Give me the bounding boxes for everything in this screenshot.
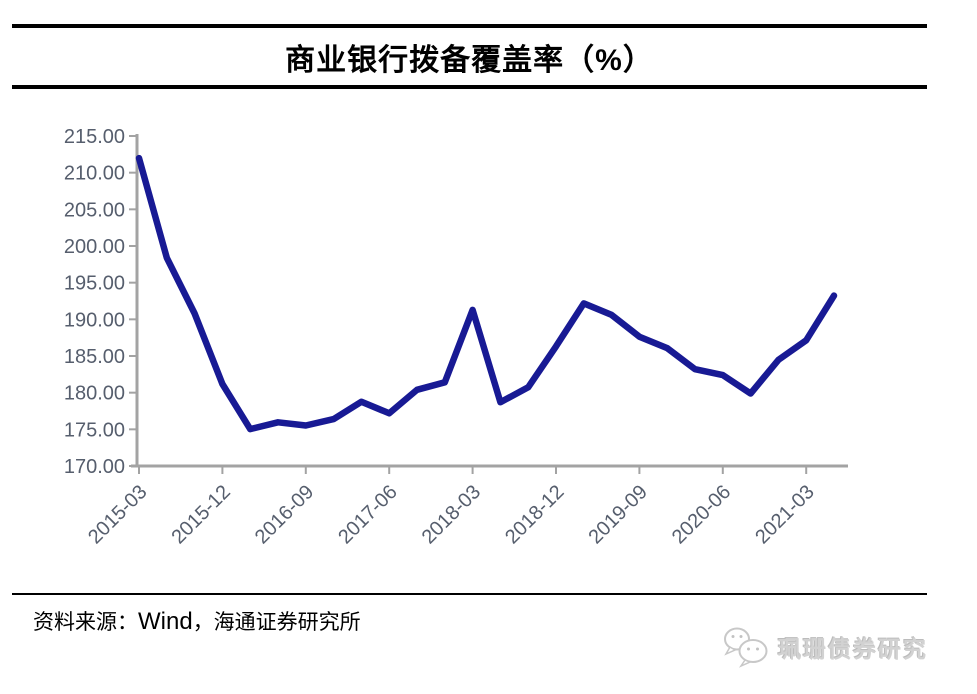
line-chart: 215.00 210.00 205.00 200.00 195.00 190.00 185.… bbox=[64, 126, 848, 548]
title-top-rule bbox=[12, 24, 927, 28]
title-bottom-rule bbox=[12, 85, 927, 89]
watermark: 珮珊债券研究 bbox=[722, 626, 928, 668]
x-tick-label: 2018-03 bbox=[418, 481, 485, 548]
y-tick-label: 200.00 bbox=[64, 236, 125, 258]
provision-coverage-line bbox=[135, 154, 838, 433]
source-suffix: ，海通证券研究所 bbox=[192, 610, 361, 634]
y-tick-label: 215.00 bbox=[64, 126, 125, 148]
y-tick-label: 170.00 bbox=[64, 456, 125, 478]
x-tick-label: 2015-12 bbox=[167, 481, 234, 548]
x-tick-label: 2019-09 bbox=[584, 481, 651, 548]
y-tick-label: 180.00 bbox=[64, 383, 125, 405]
x-tick-label: 2016-09 bbox=[251, 481, 318, 548]
page-title: 商业银行拨备覆盖率（%） bbox=[285, 44, 654, 77]
y-tick-label: 210.00 bbox=[64, 163, 125, 185]
y-tick-label: 205.00 bbox=[64, 199, 125, 221]
x-tick-label: 2021-03 bbox=[751, 481, 818, 548]
y-tick-label: 195.00 bbox=[64, 273, 125, 295]
x-tick-label: 2017-06 bbox=[334, 481, 401, 548]
x-tick-label: 2018-12 bbox=[501, 481, 568, 548]
source-prefix: 资料来源： bbox=[33, 610, 138, 634]
y-tick-label: 175.00 bbox=[64, 419, 125, 441]
watermark-label: 珮珊债券研究 bbox=[778, 637, 928, 662]
wechat-icon bbox=[724, 627, 768, 668]
footer-rule bbox=[12, 593, 927, 595]
y-tick-label: 190.00 bbox=[64, 309, 125, 331]
x-tick-label: 2020-06 bbox=[668, 481, 735, 548]
source-attribution: 资料来源：Wind，海通证券研究所 bbox=[33, 606, 361, 636]
x-tick-label: 2015-03 bbox=[84, 481, 151, 548]
source-name: Wind bbox=[138, 608, 193, 635]
y-tick-label: 185.00 bbox=[64, 346, 125, 368]
